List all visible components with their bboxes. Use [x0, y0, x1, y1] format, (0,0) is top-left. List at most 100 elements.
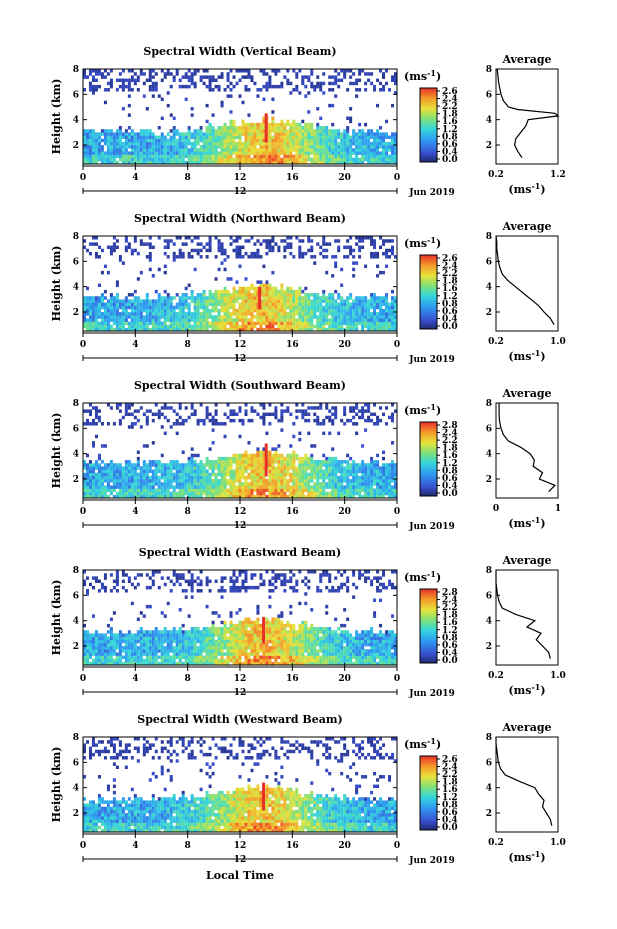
average-unit-close: ) — [540, 851, 545, 864]
average-unit-superscript: -1 — [531, 181, 540, 191]
colorbar-tick-label: 2.6 — [442, 755, 458, 765]
colorbar — [419, 588, 438, 664]
x-tick-label: 16 — [286, 507, 299, 517]
unit-superscript: -1 — [427, 402, 436, 412]
average-y-tick-label: 4 — [486, 450, 492, 460]
convective-peak — [262, 782, 266, 811]
average-x-tick-label: 1 — [555, 504, 561, 514]
unit-close: ) — [436, 571, 441, 584]
average-x-tick-label: 1.2 — [550, 170, 566, 180]
colorbar — [419, 254, 438, 330]
average-title: Average — [501, 53, 551, 66]
average-y-tick-label: 6 — [486, 591, 492, 601]
average-frame — [495, 235, 559, 332]
y-tick-label: 2 — [73, 475, 79, 485]
unit-close: ) — [436, 70, 441, 83]
average-unit-superscript: -1 — [531, 348, 540, 358]
average-profile-line — [495, 235, 555, 326]
average-profile-line — [496, 68, 560, 159]
x-tick-label: 12 — [234, 173, 247, 183]
panel-row-1: Spectral Width (Vertical Beam) 2 4 6 8 Height… — [50, 45, 566, 198]
average-y-tick-label: 8 — [486, 232, 492, 242]
x-tick-label: 4 — [132, 674, 138, 684]
colorbar-tick-label: 0.0 — [442, 155, 458, 165]
x-tick-label: 12 — [234, 841, 247, 851]
heatmap-cells — [82, 236, 398, 332]
convective-peak — [264, 443, 268, 477]
unit-superscript: -1 — [427, 569, 436, 579]
colorbar-tick-label: 1.2 — [442, 626, 458, 636]
date-label: Jun 2019 — [408, 522, 455, 532]
x-tick-label: 4 — [132, 841, 138, 851]
colorbar-tick-label: 0.4 — [442, 481, 458, 491]
colorbar-tick-label: 0.4 — [442, 648, 458, 658]
average-x-tick-label: 0.2 — [488, 170, 504, 180]
panel-row-4: Spectral Width (Eastward Beam) 2 4 6 8 Height… — [50, 546, 566, 699]
convective-peak — [262, 616, 266, 644]
x-tick-label: 0 — [80, 173, 86, 183]
colorbar-tick-label: 0.8 — [442, 633, 458, 643]
average-profile-line — [498, 403, 556, 493]
colorbar-tick-label: 2.4 — [442, 262, 458, 272]
average-x-tick-label: 1.0 — [550, 838, 566, 848]
average-y-tick-label: 6 — [486, 424, 492, 434]
unit-superscript: -1 — [427, 736, 436, 746]
unit-superscript: -1 — [427, 68, 436, 78]
colorbar-tick-label: 2.6 — [442, 87, 458, 97]
panel-title: Spectral Width (Westward Beam) — [137, 713, 342, 726]
colorbar-tick-label: 2.4 — [442, 95, 458, 105]
average-y-tick-label: 6 — [486, 90, 492, 100]
x-tick-label: 0 — [394, 340, 400, 350]
y-axis-label: Height (km) — [50, 747, 63, 823]
x-tick-label: 12 — [234, 340, 247, 350]
y-tick-label: 6 — [73, 424, 79, 434]
average-x-tick-label: 1.0 — [550, 337, 566, 347]
y-tick-label: 6 — [73, 257, 79, 267]
date-label: Jun 2019 — [408, 856, 455, 866]
panel-title: Spectral Width (Southward Beam) — [134, 379, 346, 392]
average-y-tick-label: 8 — [486, 399, 492, 409]
y-tick-label: 4 — [73, 116, 79, 126]
day-label: 12 — [234, 187, 247, 197]
average-y-tick-label: 2 — [486, 308, 492, 318]
colorbar-tick-label: 1.6 — [442, 284, 458, 294]
y-tick-label: 8 — [73, 566, 79, 576]
colorbar-tick-label: 2.2 — [442, 436, 458, 446]
colorbar-tick-label: 1.6 — [442, 117, 458, 127]
average-unit-close: ) — [540, 684, 545, 697]
unit-close: ) — [436, 237, 441, 250]
colorbar-tick-label: 1.8 — [442, 110, 458, 120]
colorbar-tick-label: 2.4 — [442, 596, 458, 606]
x-tick-label: 20 — [338, 340, 351, 350]
x-tick-label: 16 — [286, 340, 299, 350]
x-tick-label: 16 — [286, 674, 299, 684]
convective-peak — [258, 286, 262, 310]
x-tick-label: 8 — [185, 841, 191, 851]
average-y-tick-label: 4 — [486, 784, 492, 794]
colorbar-tick-label: 1.6 — [442, 618, 458, 628]
colorbar-tick-label: 0.0 — [442, 656, 458, 666]
y-tick-label: 6 — [73, 591, 79, 601]
x-tick-label: 0 — [80, 841, 86, 851]
heatmap-cells — [82, 737, 398, 833]
x-tick-label: 0 — [394, 674, 400, 684]
colorbar-tick-label: 0.6 — [442, 641, 458, 651]
y-tick-label: 8 — [73, 232, 79, 242]
average-unit-label: (ms-1) — [508, 348, 545, 363]
colorbar-tick-label: 2.2 — [442, 102, 458, 112]
average-y-tick-label: 8 — [486, 566, 492, 576]
heatmap-cells — [82, 570, 398, 666]
average-unit-label: (ms-1) — [508, 515, 545, 530]
average-unit-superscript: -1 — [531, 515, 540, 525]
day-label: 12 — [234, 521, 247, 531]
x-tick-label: 0 — [394, 507, 400, 517]
average-y-tick-label: 8 — [486, 733, 492, 743]
colorbar-tick-label: 2.2 — [442, 603, 458, 613]
average-title: Average — [501, 721, 551, 734]
average-y-tick-label: 4 — [486, 617, 492, 627]
average-y-tick-label: 8 — [486, 65, 492, 75]
x-tick-label: 4 — [132, 173, 138, 183]
average-y-tick-label: 6 — [486, 758, 492, 768]
colorbar-tick-label: 2.6 — [442, 254, 458, 264]
